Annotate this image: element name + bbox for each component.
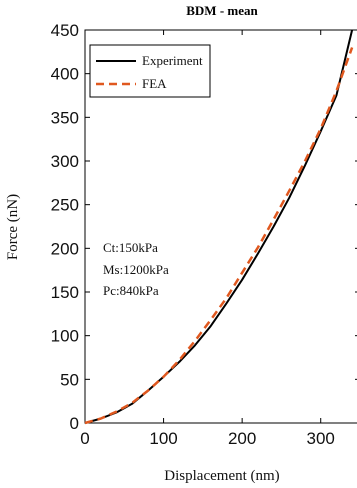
x-tick-label: 300: [307, 429, 335, 448]
legend-label-experiment: Experiment: [142, 53, 203, 68]
legend-label-fea: FEA: [142, 76, 167, 91]
y-tick-label: 400: [51, 65, 79, 84]
y-tick-label: 300: [51, 152, 79, 171]
series-lines: [84, 29, 354, 425]
y-tick-label: 150: [51, 283, 79, 302]
y-tick-label: 450: [51, 21, 79, 40]
y-axis-label: Force (nN): [5, 194, 21, 260]
y-tick-label: 250: [51, 196, 79, 215]
x-tick-label: 100: [149, 429, 177, 448]
y-tick-label: 0: [70, 414, 79, 433]
legend: Experiment FEA: [89, 44, 211, 98]
x-axis-ticks: 0 100 200 300: [80, 30, 335, 448]
plot-frame: [84, 29, 357, 424]
series-line-experiment: [84, 29, 354, 424]
annotation-ct: Ct:150kPa: [103, 240, 158, 255]
annotation-ms: Ms:1200kPa: [103, 262, 169, 277]
y-tick-label: 100: [51, 327, 79, 346]
annotation-pc: Pc:840kPa: [103, 283, 159, 298]
y-tick-label: 50: [60, 370, 79, 389]
legend-box: [89, 44, 211, 98]
y-axis-ticks: 0 50 100 150 200 250 300 350 400 450: [51, 21, 357, 433]
parameter-annotations: Ct:150kPa Ms:1200kPa Pc:840kPa: [103, 240, 169, 298]
y-tick-label: 200: [51, 239, 79, 258]
y-tick-label: 350: [51, 108, 79, 127]
chart-title: BDM - mean: [186, 3, 258, 18]
x-tick-label: 200: [228, 429, 256, 448]
series-line-fea: [84, 47, 354, 425]
x-axis-label: Displacement (nm): [164, 468, 279, 484]
x-tick-label: 0: [80, 429, 89, 448]
